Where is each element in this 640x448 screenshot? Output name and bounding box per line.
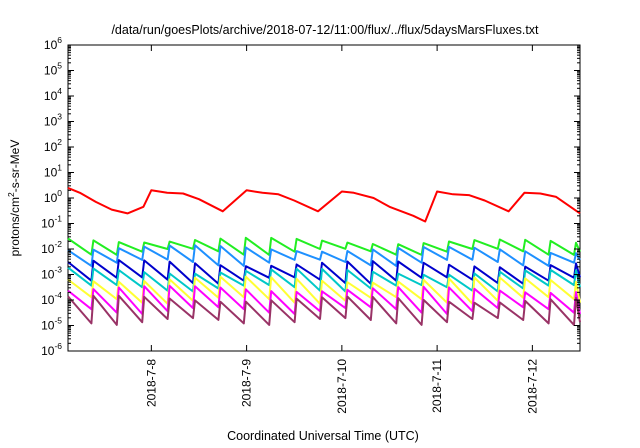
y-tick-label: 10-1 bbox=[41, 214, 62, 231]
y-tick-label: 10-4 bbox=[41, 290, 62, 307]
x-tick-label: 2018-7-9 bbox=[240, 359, 254, 407]
y-tick-label: 10-5 bbox=[41, 316, 62, 333]
x-tick-label: 2018-7-10 bbox=[335, 359, 349, 414]
y-tick-label: 10-3 bbox=[41, 265, 62, 282]
y-tick-label: 102 bbox=[44, 137, 62, 154]
y-tick-label: 106 bbox=[44, 35, 62, 52]
y-tick-label: 104 bbox=[44, 86, 62, 103]
x-axis-label: Coordinated Universal Time (UTC) bbox=[227, 429, 419, 443]
series-line bbox=[67, 259, 581, 285]
y-tick-label: 101 bbox=[44, 163, 62, 180]
x-tick-label: 2018-7-8 bbox=[144, 359, 158, 407]
series-line bbox=[67, 244, 581, 267]
y-tick-label: 103 bbox=[44, 112, 62, 129]
y-axis: 10-6 10-5 10-4 10-3 10-2 10-1 100 101 102 103 104 1… bbox=[41, 35, 580, 358]
y-tick-label: 100 bbox=[44, 188, 62, 205]
x-axis: 2018-7-8 2018-7-9 2018-7-10 2018-7-11 2018-7… bbox=[144, 45, 539, 414]
series-line bbox=[67, 266, 581, 293]
series-line bbox=[67, 284, 581, 315]
x-tick-label: 2018-7-11 bbox=[430, 359, 444, 413]
series-line bbox=[67, 294, 581, 326]
chart-title: /data/run/goesPlots/archive/2018-07-12/1… bbox=[111, 23, 539, 37]
y-tick-label: 10-6 bbox=[41, 341, 62, 358]
series-line bbox=[67, 275, 581, 305]
y-tick-label: 105 bbox=[44, 61, 62, 78]
plot-area bbox=[67, 44, 581, 352]
x-tick-label: 2018-7-12 bbox=[525, 359, 539, 414]
series-layer bbox=[67, 186, 581, 326]
y-axis-label: protons/cm2-s-sr-MeV bbox=[6, 140, 22, 257]
y-tick-label: 10-2 bbox=[41, 239, 62, 256]
series-line bbox=[67, 236, 581, 256]
series-line bbox=[67, 186, 581, 223]
